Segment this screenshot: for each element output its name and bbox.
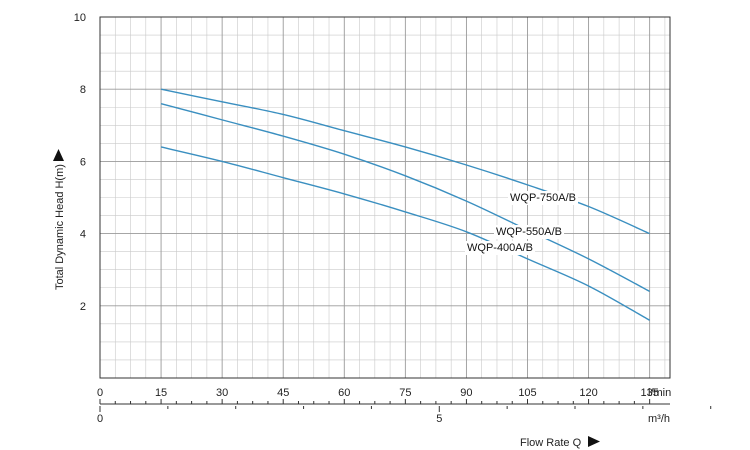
series-label-background xyxy=(508,191,579,205)
y-axis-title: Total Dynamic Head H(m) xyxy=(54,164,66,290)
x-tick-label-lmin: 105 xyxy=(518,387,536,399)
x-tick-label-lmin: 135 xyxy=(640,387,658,399)
series-label-background xyxy=(465,241,536,255)
x-tick-label-m3h: 5 xyxy=(436,413,442,425)
series-labels: WQP-750A/B WQP-550A/B WQP-400A/B xyxy=(465,191,579,255)
y-tick-label: 6 xyxy=(80,156,86,168)
y-axis-arrow-icon xyxy=(53,149,64,161)
series-line-wqp-550a-b xyxy=(160,102,650,292)
x-unit-lmin-label: l/min xyxy=(648,387,671,399)
y-tick-label: 2 xyxy=(80,301,86,313)
y-tick-label: 4 xyxy=(80,229,86,241)
x-tick-label-m3h: 0 xyxy=(97,413,103,425)
x-axis-arrow-icon xyxy=(588,436,600,447)
x-axis-lmin: 0 15 30 45 60 75 90 105 120 135 xyxy=(97,387,670,405)
plot-frame xyxy=(99,16,671,379)
x-tick-label-lmin: 120 xyxy=(579,387,597,399)
minor-grid xyxy=(100,17,670,378)
series-line-wqp-400a-b xyxy=(160,146,650,321)
y-axis-ticks: 2 4 6 8 10 xyxy=(74,12,86,313)
series-label: WQP-400A/B xyxy=(467,242,533,254)
series-label: WQP-750A/B xyxy=(510,192,576,204)
x-tick-label-lmin: 0 xyxy=(97,387,103,399)
x-tick-label-lmin: 90 xyxy=(460,387,472,399)
x-axis-m3h: 0510152025 xyxy=(97,406,712,425)
x-tick-label-lmin: 45 xyxy=(277,387,289,399)
x-unit-m3h-label: m³/h xyxy=(648,413,670,425)
x-tick-label-lmin: 30 xyxy=(216,387,228,399)
y-tick-label: 8 xyxy=(80,84,86,96)
x-tick-label-lmin: 60 xyxy=(338,387,350,399)
series-label-background xyxy=(494,225,565,239)
y-tick-label: 10 xyxy=(74,12,86,24)
x-tick-label-lmin: 75 xyxy=(399,387,411,399)
series-label: WQP-550A/B xyxy=(496,226,562,238)
x-tick-label-lmin: 15 xyxy=(155,387,167,399)
x-axis-title: Flow Rate Q xyxy=(520,437,582,449)
